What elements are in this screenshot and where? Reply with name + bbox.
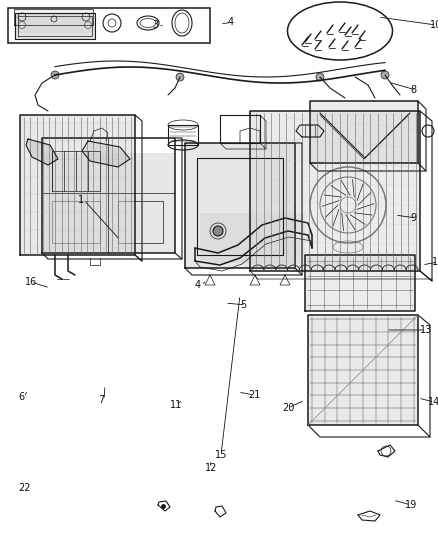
Text: 4: 4 (227, 17, 233, 27)
Circle shape (51, 71, 59, 79)
Text: 19: 19 (404, 500, 416, 510)
Text: 1: 1 (78, 195, 84, 205)
Circle shape (380, 71, 388, 79)
Polygon shape (200, 213, 304, 263)
Text: 8: 8 (409, 85, 415, 95)
Text: 12: 12 (205, 463, 217, 473)
Text: 21: 21 (247, 390, 260, 400)
Bar (118, 201, 162, 243)
Text: 6: 6 (18, 392, 24, 402)
Text: 15: 15 (215, 450, 227, 460)
Polygon shape (15, 13, 95, 39)
Text: 10: 10 (429, 20, 438, 30)
Text: 4: 4 (194, 280, 201, 290)
Text: 14: 14 (427, 397, 438, 407)
Polygon shape (307, 315, 417, 425)
Text: 17: 17 (431, 257, 438, 267)
Circle shape (212, 226, 223, 236)
Polygon shape (42, 153, 175, 253)
Text: 20: 20 (281, 403, 294, 413)
Text: 7: 7 (98, 395, 104, 405)
Text: 11: 11 (170, 400, 182, 410)
Circle shape (176, 73, 184, 81)
Text: 5: 5 (240, 300, 246, 310)
Polygon shape (82, 141, 130, 167)
Polygon shape (184, 143, 294, 268)
Bar (52, 201, 100, 243)
Polygon shape (304, 255, 414, 311)
Text: 13: 13 (419, 325, 431, 335)
Polygon shape (26, 139, 58, 165)
Polygon shape (249, 111, 419, 271)
Text: 22: 22 (18, 483, 30, 493)
Text: 9: 9 (409, 213, 415, 223)
Text: 16: 16 (25, 277, 37, 287)
Polygon shape (20, 115, 135, 255)
Bar (8, 8, 209, 43)
Polygon shape (14, 9, 94, 33)
Text: 3: 3 (152, 20, 158, 30)
Polygon shape (309, 101, 417, 163)
Circle shape (315, 73, 323, 81)
